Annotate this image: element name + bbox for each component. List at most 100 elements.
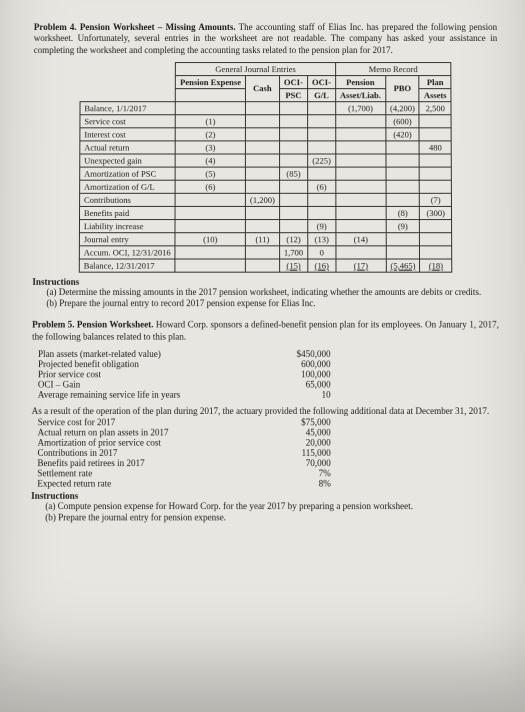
item-label: Benefits paid retirees in 2017 bbox=[37, 458, 270, 468]
col-plan-assets-a: Plan bbox=[419, 75, 451, 88]
gj-header: General Journal Entries bbox=[176, 62, 336, 75]
cell bbox=[176, 101, 246, 114]
item-value: 70,000 bbox=[270, 458, 331, 468]
textbook-page: Problem 4. Pension Worksheet – Missing A… bbox=[0, 0, 525, 712]
cell bbox=[386, 154, 420, 167]
item-label: Projected benefit obligation bbox=[38, 359, 270, 369]
table-row: Accum. OCI, 12/31/20161,7000 bbox=[79, 246, 452, 259]
cell: (12) bbox=[279, 232, 307, 245]
item-label: Contributions in 2017 bbox=[37, 448, 270, 458]
cell bbox=[245, 167, 279, 180]
table-row: Contributions(1,200)(7) bbox=[79, 193, 451, 206]
cell: (5,465) bbox=[386, 259, 420, 272]
p5-2017-data-list: Service cost for 2017$75,000Actual retur… bbox=[37, 417, 500, 489]
item-label: Plan assets (market-related value) bbox=[38, 349, 270, 359]
cell bbox=[245, 206, 279, 219]
cell: (1,200) bbox=[245, 193, 279, 206]
row-label: Journal entry bbox=[79, 232, 175, 245]
cell: 480 bbox=[420, 141, 452, 154]
col-oci-gl-a: OCI- bbox=[307, 75, 335, 88]
item-value: 8% bbox=[270, 478, 331, 488]
row-label: Unexpected gain bbox=[80, 154, 176, 167]
item-value: 600,000 bbox=[270, 359, 331, 369]
row-label: Actual return bbox=[80, 141, 176, 154]
cell: (4) bbox=[175, 154, 245, 167]
cell bbox=[279, 141, 307, 154]
cell: (15) bbox=[279, 259, 307, 272]
item-label: Service cost for 2017 bbox=[38, 417, 270, 427]
cell bbox=[336, 246, 386, 259]
p5-instructions-head: Instructions bbox=[31, 491, 500, 501]
cell: (16) bbox=[308, 259, 336, 272]
col-oci-psc-a: OCI- bbox=[279, 75, 307, 88]
cell bbox=[175, 246, 245, 259]
list-item: Plan assets (market-related value)$450,0… bbox=[38, 349, 499, 359]
problem5-title: Problem 5. Pension Worksheet. bbox=[32, 320, 153, 330]
col-pension-al-a: Pension bbox=[335, 75, 385, 88]
cell: 0 bbox=[308, 246, 336, 259]
cell bbox=[336, 141, 386, 154]
cell: (7) bbox=[420, 193, 452, 206]
cell bbox=[245, 154, 279, 167]
row-label: Interest cost bbox=[80, 128, 176, 141]
table-row: Benefits paid(8)(300) bbox=[79, 206, 451, 219]
cell bbox=[420, 154, 452, 167]
cell bbox=[175, 219, 245, 232]
row-label: Balance, 12/31/2017 bbox=[79, 259, 175, 272]
cell: (3) bbox=[175, 141, 245, 154]
col-pension-exp-b bbox=[176, 88, 246, 101]
cell bbox=[245, 219, 279, 232]
cell bbox=[245, 246, 279, 259]
cell: (9) bbox=[386, 219, 420, 232]
table-row: Amortization of PSC(5)(85) bbox=[80, 167, 452, 180]
p4-instructions: (a) Determine the missing amounts in the… bbox=[46, 287, 498, 310]
cell bbox=[245, 128, 279, 141]
table-row: Interest cost(2)(420) bbox=[80, 128, 452, 141]
cell bbox=[336, 115, 386, 128]
list-item: Amortization of prior service cost20,000 bbox=[38, 437, 500, 447]
p4-instr-b: (b) Prepare the journal entry to record … bbox=[46, 298, 498, 309]
cell: (14) bbox=[336, 232, 386, 245]
cell bbox=[308, 167, 336, 180]
item-label: Actual return on plan assets in 2017 bbox=[38, 427, 271, 437]
cell bbox=[245, 180, 279, 193]
cell bbox=[386, 193, 420, 206]
cell bbox=[308, 206, 336, 219]
table-row: Balance, 12/31/2017(15)(16)(17)(5,465)(1… bbox=[79, 259, 452, 272]
table-row: Service cost(1)(600) bbox=[80, 115, 451, 128]
item-value: 45,000 bbox=[270, 427, 331, 437]
cell bbox=[336, 206, 386, 219]
cell bbox=[279, 115, 307, 128]
cell bbox=[245, 115, 279, 128]
list-item: Benefits paid retirees in 201770,000 bbox=[37, 458, 499, 468]
p5-balances-list: Plan assets (market-related value)$450,0… bbox=[38, 349, 500, 400]
row-label: Liability increase bbox=[79, 219, 175, 232]
item-value: $450,000 bbox=[270, 349, 331, 359]
item-value: $75,000 bbox=[270, 417, 331, 427]
table-row: Journal entry(10)(11)(12)(13)(14) bbox=[79, 232, 452, 245]
cell: (225) bbox=[308, 154, 336, 167]
cell bbox=[245, 141, 279, 154]
p4-instructions-head: Instructions bbox=[32, 276, 498, 286]
table-row: Amortization of G/L(6)(6) bbox=[79, 180, 451, 193]
list-item: Prior service cost100,000 bbox=[38, 369, 499, 379]
list-item: Contributions in 2017115,000 bbox=[37, 448, 499, 458]
cell bbox=[279, 128, 307, 141]
table-row: Balance, 1/1/2017(1,700)(4,200)2,500 bbox=[80, 101, 451, 114]
item-value: 10 bbox=[270, 389, 331, 399]
cell: (8) bbox=[386, 206, 420, 219]
cell bbox=[308, 128, 336, 141]
col-oci-gl-b: G/L bbox=[308, 88, 336, 101]
cell: (18) bbox=[420, 259, 452, 272]
item-value: 65,000 bbox=[270, 379, 331, 389]
item-label: Amortization of prior service cost bbox=[38, 437, 271, 447]
col-plan-assets-b: Assets bbox=[419, 88, 451, 101]
cell bbox=[245, 101, 279, 114]
cell bbox=[336, 128, 386, 141]
p4-instr-a: (a) Determine the missing amounts in the… bbox=[46, 287, 498, 298]
row-label: Service cost bbox=[80, 115, 176, 128]
cell bbox=[419, 115, 451, 128]
cell bbox=[279, 101, 307, 114]
p5-instr-a: (a) Compute pension expense for Howard C… bbox=[45, 501, 500, 513]
cell bbox=[175, 193, 245, 206]
